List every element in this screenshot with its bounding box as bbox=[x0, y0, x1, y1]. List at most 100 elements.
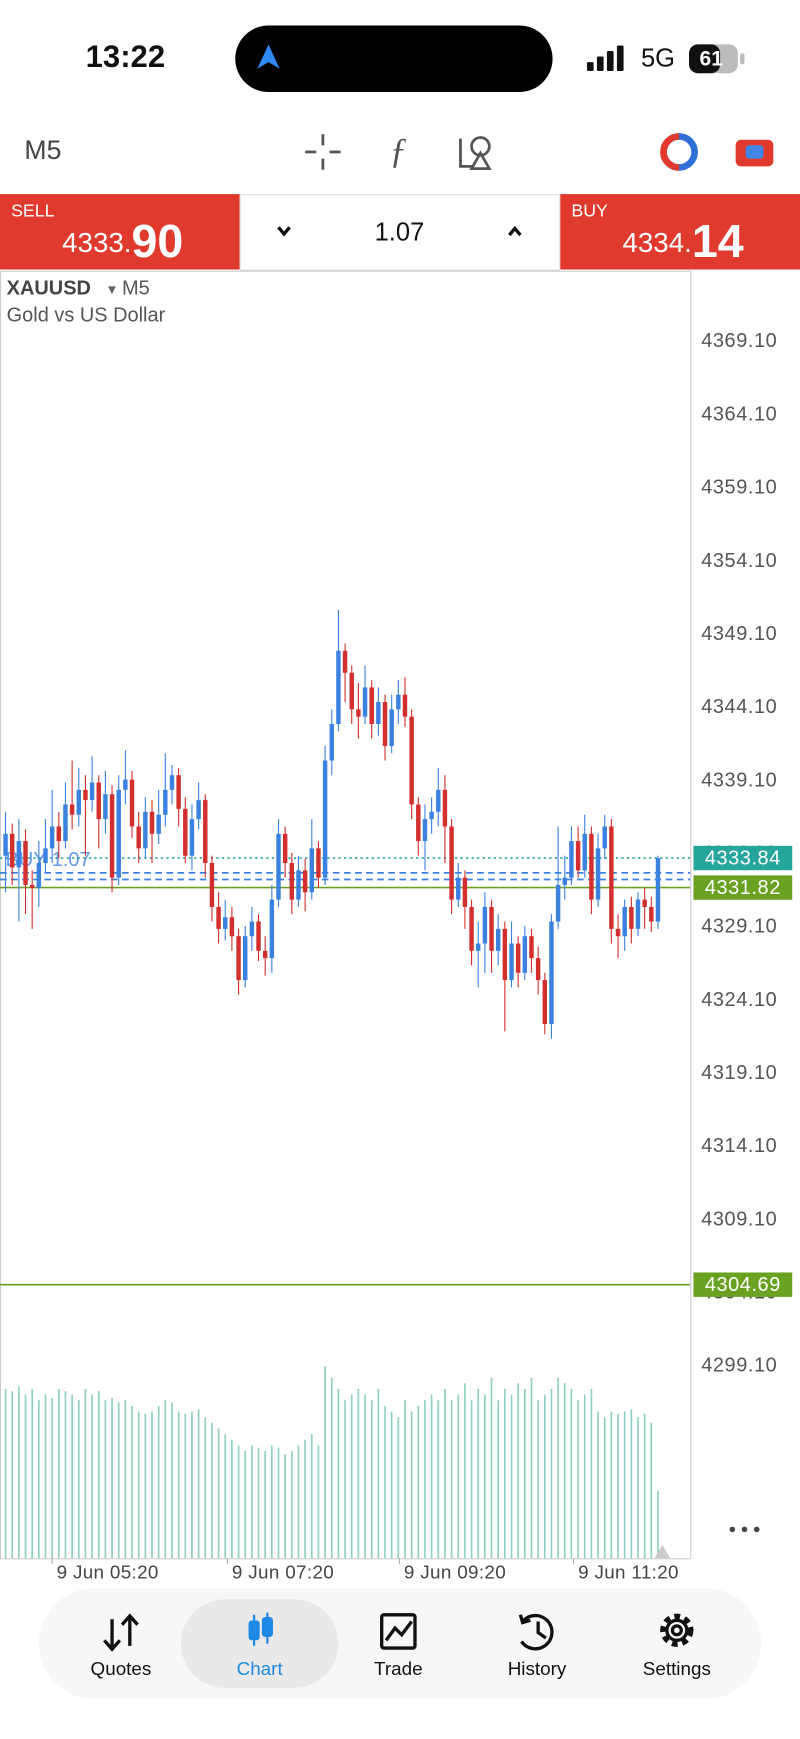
candle-body bbox=[642, 899, 647, 907]
candle-body bbox=[429, 811, 434, 820]
candle-body bbox=[29, 884, 35, 888]
candle-body bbox=[309, 848, 315, 893]
nav-label[interactable]: Trade bbox=[374, 1658, 423, 1679]
oneclick-icon[interactable] bbox=[660, 133, 698, 171]
candle-body bbox=[389, 709, 394, 746]
candle-body bbox=[9, 833, 15, 868]
candle-body bbox=[236, 936, 241, 981]
candle-body bbox=[562, 877, 567, 885]
candle-body bbox=[176, 775, 181, 809]
candle-body bbox=[262, 950, 268, 959]
candle-body bbox=[276, 833, 281, 900]
candle-body bbox=[16, 841, 22, 868]
nav-label[interactable]: Chart bbox=[237, 1658, 284, 1679]
candle-body bbox=[436, 789, 441, 812]
candle-body bbox=[76, 789, 81, 815]
candle-body bbox=[83, 789, 88, 801]
objects-icon[interactable] bbox=[459, 136, 492, 170]
candle-body bbox=[535, 958, 541, 981]
candle-body bbox=[655, 858, 661, 922]
candle-body bbox=[635, 899, 641, 929]
candle-body bbox=[149, 811, 155, 834]
candle-body bbox=[482, 906, 488, 944]
nav-label[interactable]: Quotes bbox=[91, 1658, 152, 1679]
more-button[interactable] bbox=[729, 1526, 760, 1533]
candle-body bbox=[382, 702, 388, 746]
candle-body bbox=[416, 804, 421, 842]
volume-up[interactable] bbox=[508, 225, 522, 237]
candle-body bbox=[282, 833, 288, 864]
candle-body bbox=[242, 936, 248, 981]
candle-body bbox=[163, 789, 168, 815]
sell-button[interactable] bbox=[0, 194, 240, 270]
candle-body bbox=[422, 819, 428, 842]
nav-label[interactable]: History bbox=[508, 1658, 567, 1679]
candle-body bbox=[476, 943, 481, 951]
candle-body bbox=[502, 928, 508, 981]
candle-body bbox=[156, 814, 161, 834]
y-tick-label: 4339.10 bbox=[701, 769, 777, 791]
candle-body bbox=[342, 650, 348, 673]
quotes-icon[interactable] bbox=[103, 1613, 139, 1652]
network: 5G bbox=[641, 45, 675, 73]
candle-body bbox=[69, 804, 75, 815]
chart-timeframe: M5 bbox=[122, 278, 150, 300]
plot: 4369.10 4364.10 4359.10 4354.10 4349.10 4344.… bbox=[0, 330, 793, 1583]
level-tag-label: 4304.69 bbox=[705, 1274, 781, 1296]
trade-icon[interactable] bbox=[380, 1613, 417, 1650]
candle-body bbox=[569, 841, 574, 878]
candle-body bbox=[469, 906, 474, 951]
chart-description: Gold vs US Dollar bbox=[7, 304, 166, 326]
ask-tag-label: 4333.84 bbox=[705, 847, 781, 869]
trade-toggle-icon[interactable] bbox=[735, 139, 774, 167]
chart-frame bbox=[0, 270, 692, 1560]
symbol-dropdown: ▼ bbox=[105, 282, 118, 297]
candle-body bbox=[89, 782, 95, 801]
y-tick-label: 4344.10 bbox=[701, 696, 777, 718]
crosshair-icon[interactable] bbox=[305, 134, 341, 170]
chart-symbol: XAUUSD bbox=[7, 278, 91, 300]
candle-body bbox=[356, 709, 361, 717]
settings-icon[interactable] bbox=[660, 1613, 694, 1647]
volume-down[interactable] bbox=[277, 226, 291, 237]
candle-body bbox=[23, 841, 28, 885]
candle-body bbox=[462, 877, 468, 907]
sell-price-big: 90 bbox=[132, 215, 184, 267]
x-tick-label: 9 Jun 05:20 bbox=[57, 1562, 159, 1583]
bid-tag-label: 4331.82 bbox=[705, 877, 781, 899]
candle-body bbox=[575, 841, 581, 871]
candle-body bbox=[615, 928, 621, 937]
battery-tip bbox=[740, 53, 745, 65]
candle-body bbox=[509, 943, 514, 981]
indicators-icon[interactable]: ƒ bbox=[389, 130, 407, 170]
chart-icon[interactable] bbox=[248, 1612, 273, 1646]
candle-body bbox=[289, 863, 295, 900]
sell-label: SELL bbox=[11, 201, 55, 221]
y-tick-label: 4309.10 bbox=[701, 1208, 777, 1230]
candle-body bbox=[49, 826, 55, 849]
buy-button[interactable] bbox=[560, 194, 800, 270]
dynamic-island bbox=[235, 25, 553, 93]
candle-body bbox=[589, 833, 594, 900]
history-icon[interactable] bbox=[518, 1613, 554, 1651]
level-tag bbox=[693, 1272, 793, 1297]
candle-body bbox=[96, 782, 101, 820]
x-tick-label: 9 Jun 07:20 bbox=[232, 1562, 334, 1583]
y-tick-label: 4359.10 bbox=[701, 477, 777, 499]
buy-price-main: 4334. bbox=[622, 227, 691, 258]
nav-label[interactable]: Settings bbox=[643, 1658, 711, 1679]
candle-body bbox=[362, 687, 368, 717]
timeframe-button[interactable]: M5 bbox=[24, 135, 61, 165]
candle-body bbox=[629, 906, 634, 929]
candle-body bbox=[409, 716, 414, 805]
y-tick-label: 4349.10 bbox=[701, 623, 777, 645]
y-tick-label: 4324.10 bbox=[701, 989, 777, 1011]
candle-body bbox=[216, 906, 221, 929]
candle-body bbox=[203, 800, 208, 864]
candle-body bbox=[249, 921, 255, 937]
y-tick-label: 4329.10 bbox=[701, 916, 777, 938]
candle-body bbox=[209, 863, 215, 907]
sell-price-main: 4333. bbox=[62, 227, 131, 258]
